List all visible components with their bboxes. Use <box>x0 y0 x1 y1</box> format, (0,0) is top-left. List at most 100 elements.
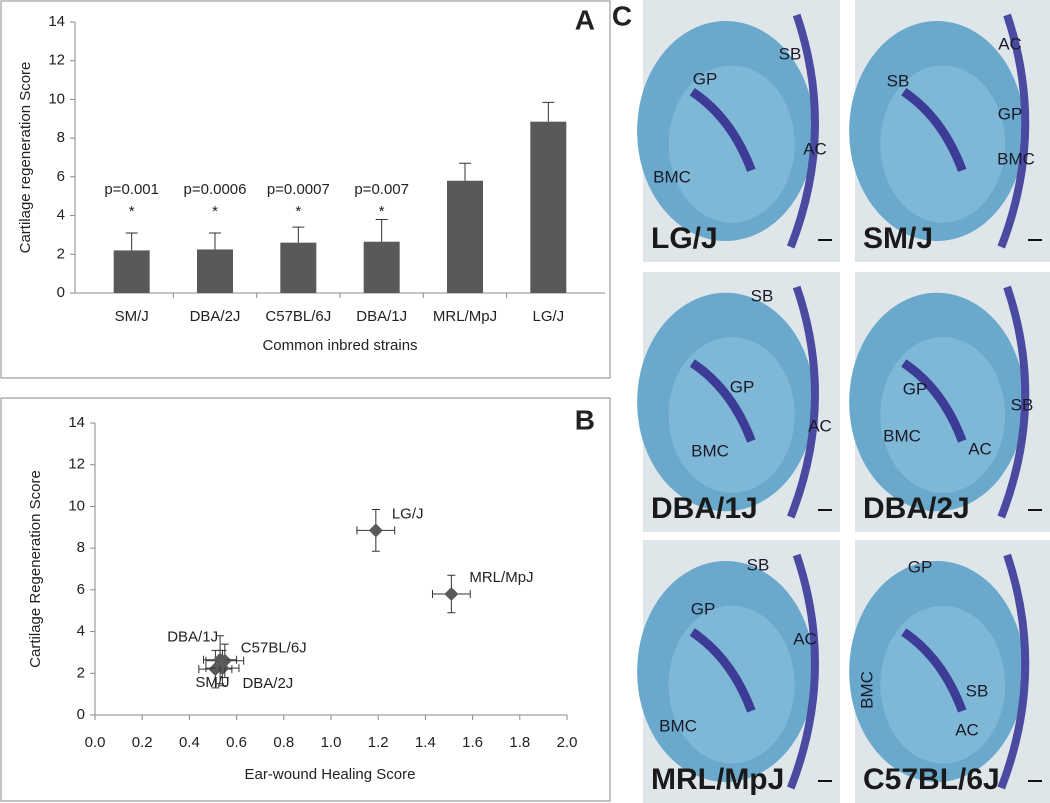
region-label: SB <box>1011 395 1034 414</box>
growth-plate <box>689 359 756 443</box>
region-label: GP <box>691 599 716 618</box>
region-label: SB <box>747 555 770 574</box>
growth-plate <box>689 628 756 713</box>
histology-image: AC SB GP BMC SM/J <box>849 0 1050 262</box>
tissue-detail <box>880 337 1006 493</box>
y-tick-label: 0 <box>57 284 65 301</box>
region-label: SB <box>887 71 910 90</box>
bar <box>113 250 150 293</box>
strain-label: SM/J <box>863 222 933 255</box>
x-tick-label: MRL/MpJ <box>433 308 497 325</box>
region-label: SB <box>779 44 802 63</box>
y-tick-label: 6 <box>57 168 65 185</box>
y-tick-label: 10 <box>48 90 65 107</box>
significance-star: * <box>212 203 218 220</box>
significance-star: * <box>379 203 385 220</box>
y-tick-label: 8 <box>57 129 65 146</box>
region-label: BMC <box>653 167 691 186</box>
p-value: p=0.0007 <box>267 181 330 198</box>
error-bar <box>125 232 138 251</box>
x-axis-title: Common inbred strains <box>262 337 417 354</box>
region-label: AC <box>808 416 832 435</box>
y-tick-label: 12 <box>48 52 65 69</box>
significance-star: * <box>295 203 301 220</box>
y-tick-label: 8 <box>77 539 85 556</box>
strain-label: LG/J <box>651 222 718 255</box>
region-label: GP <box>693 69 718 88</box>
tissue-detail <box>880 605 1006 764</box>
region-label: BMC <box>691 441 729 460</box>
tissue-detail <box>668 65 795 223</box>
point-label: MRL/MpJ <box>469 569 533 586</box>
cartilage <box>997 553 1030 790</box>
significance-star: * <box>129 203 135 220</box>
bar <box>363 241 400 293</box>
strain-label: C57BL/6J <box>863 763 1000 796</box>
region-label: BMC <box>659 716 697 735</box>
panel-a-frame <box>0 0 611 379</box>
region-label: AC <box>803 139 827 158</box>
p-value: p=0.007 <box>354 181 409 198</box>
histology-image: GP SB AC BMC C57BL/6J <box>849 540 1050 803</box>
x-tick-label: 1.6 <box>462 734 483 751</box>
histology-image: SB GP BMC AC DBA/2J <box>849 272 1050 532</box>
y-tick-label: 10 <box>68 497 85 514</box>
cartilage <box>997 13 1030 249</box>
histology-image: SB GP AC BMC DBA/1J <box>637 272 840 532</box>
growth-plate <box>901 628 967 713</box>
panel-b-frame <box>0 397 611 802</box>
tissue-detail <box>668 605 795 764</box>
point <box>444 587 459 602</box>
tissue-detail <box>668 337 795 493</box>
y-axis-title: Cartilage Regeneration Score <box>27 470 44 668</box>
cartilage <box>787 553 819 790</box>
x-tick-label: 0.8 <box>273 734 294 751</box>
point <box>368 523 383 538</box>
region-label: AC <box>968 439 992 458</box>
y-tick-label: 2 <box>77 664 85 681</box>
y-tick-label: 6 <box>77 581 85 598</box>
point-label: C57BL/6J <box>241 640 307 657</box>
bar <box>280 242 317 293</box>
x-axis-title: Ear-wound Healing Score <box>245 766 416 783</box>
error-bar <box>459 162 471 181</box>
y-tick-label: 12 <box>68 456 85 473</box>
x-tick-label: 1.2 <box>368 734 389 751</box>
y-tick-label: 4 <box>57 207 65 224</box>
strain-label: DBA/2J <box>863 492 970 525</box>
x-tick-label: 0.2 <box>132 734 153 751</box>
x-tick-label: 0.0 <box>85 734 106 751</box>
point-label: DBA/1J <box>167 629 218 646</box>
error-bar <box>375 218 388 242</box>
region-label: AC <box>998 34 1022 53</box>
error-bar <box>542 101 555 122</box>
y-tick-label: 14 <box>68 414 85 431</box>
p-value: p=0.0006 <box>184 181 247 198</box>
y-tick-label: 2 <box>57 245 65 262</box>
region-label: GP <box>730 377 755 396</box>
region-label: BMC <box>883 426 921 445</box>
point-label: LG/J <box>392 505 424 522</box>
panel-label: A <box>575 4 595 35</box>
point-label: DBA/2J <box>242 675 293 692</box>
x-tick-label: DBA/2J <box>190 308 241 325</box>
region-label: SB <box>966 681 989 700</box>
y-axis-title: Cartilage regeneration Score <box>17 62 34 254</box>
bar <box>197 249 233 293</box>
panel-label: B <box>575 404 595 435</box>
region-label: GP <box>998 104 1023 123</box>
point <box>213 652 228 667</box>
x-tick-label: 1.4 <box>415 734 436 751</box>
strain-label: DBA/1J <box>651 492 758 525</box>
y-tick-label: 0 <box>77 706 85 723</box>
x-tick-label: 0.6 <box>226 734 247 751</box>
region-label: SB <box>751 286 774 305</box>
error-bar <box>292 226 305 243</box>
point-label: SM/J <box>195 674 229 691</box>
region-label: GP <box>908 557 933 576</box>
cartilage <box>787 13 819 249</box>
x-tick-label: 2.0 <box>557 734 578 751</box>
panel-label: C <box>612 0 632 31</box>
x-tick-label: C57BL/6J <box>265 308 331 325</box>
